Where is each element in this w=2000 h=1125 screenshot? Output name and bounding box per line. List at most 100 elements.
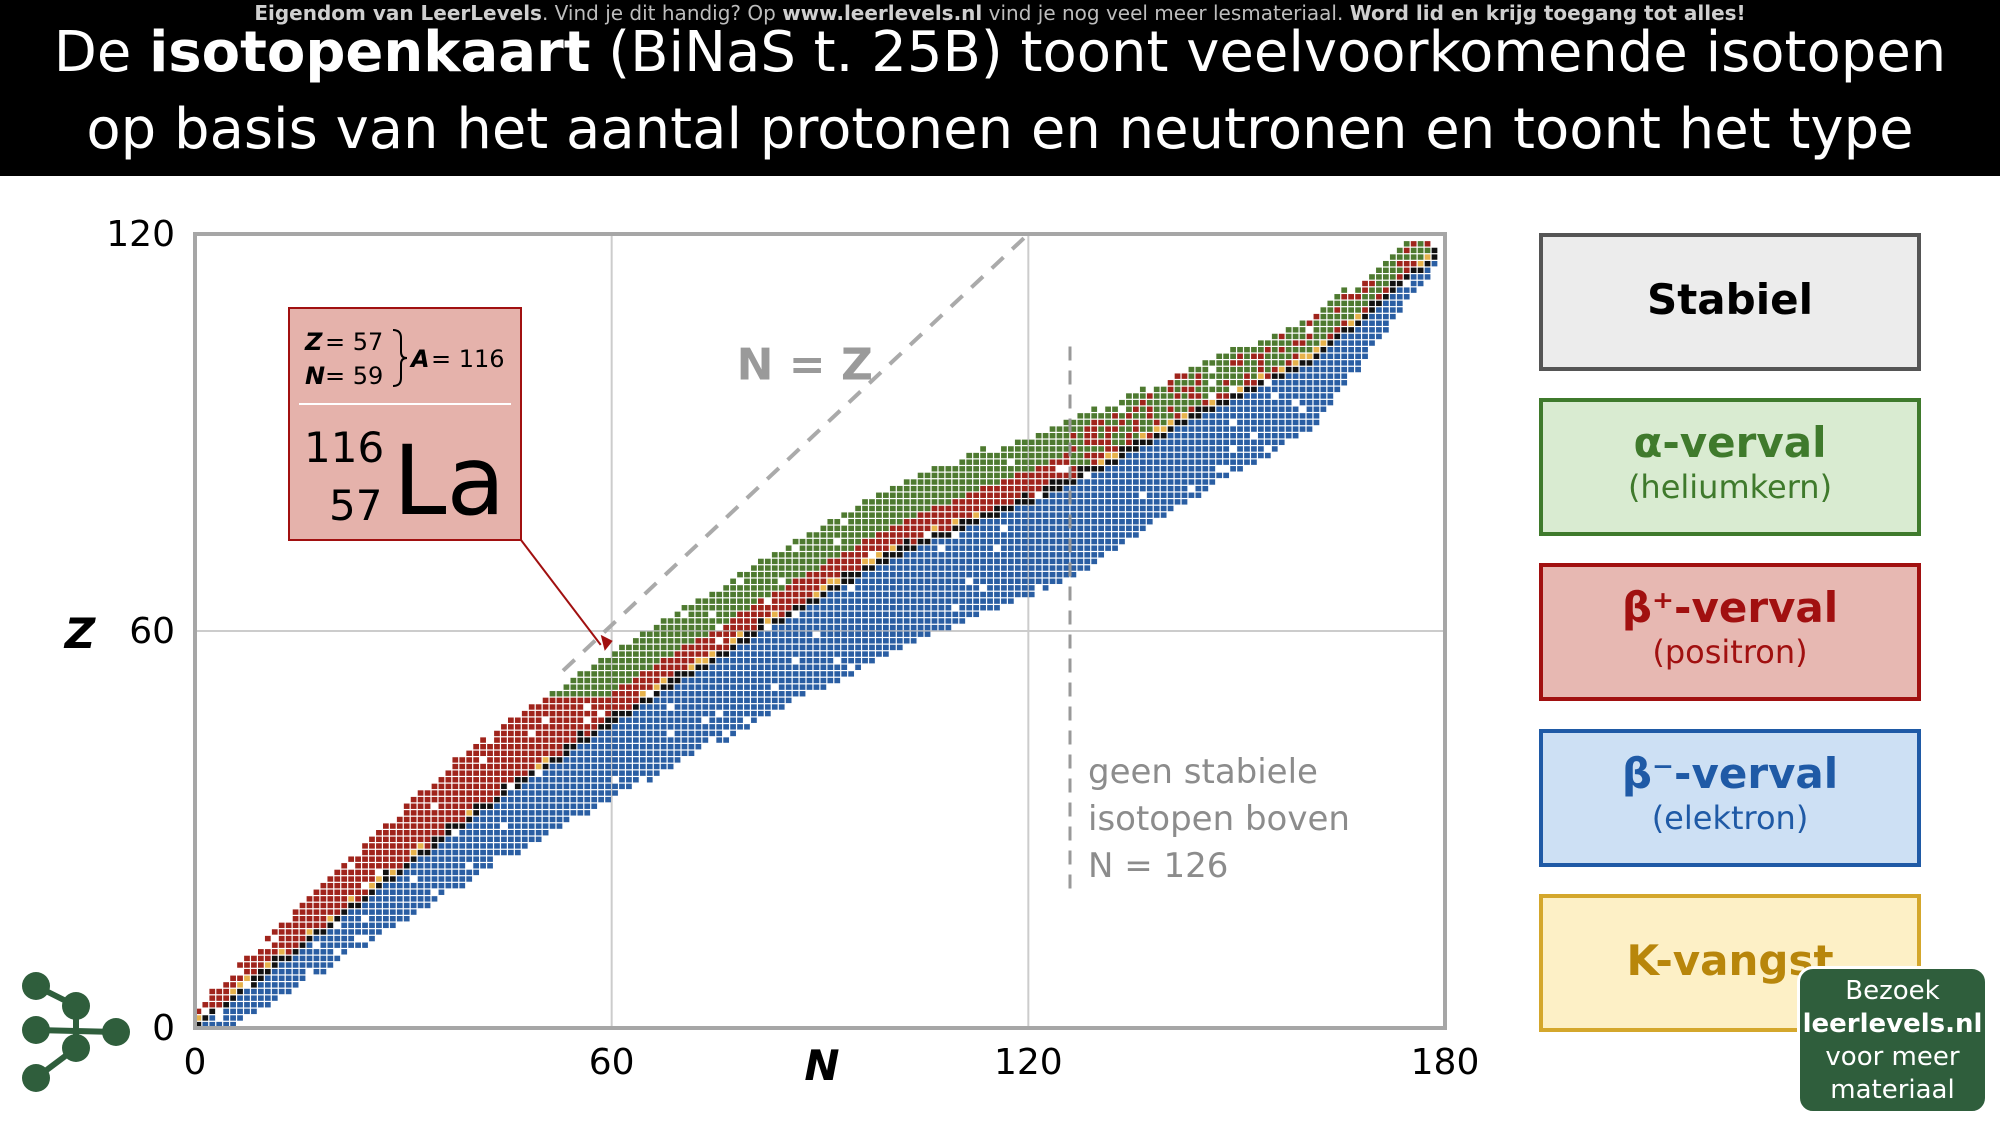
isotope-cell [876, 605, 882, 611]
isotope-cell [556, 750, 563, 757]
isotope-cell [1001, 558, 1007, 565]
isotope-cell [820, 644, 827, 651]
isotope-cell [896, 558, 903, 565]
isotope-cell [445, 876, 452, 882]
isotope-cell [1001, 585, 1007, 591]
isotope-cell [751, 697, 757, 704]
isotope-cell [994, 532, 1000, 538]
isotope-cell [681, 605, 688, 611]
isotope-cell [1285, 413, 1292, 419]
isotope-cell [563, 710, 570, 717]
isotope-cell [869, 618, 875, 624]
isotope-cell [389, 909, 396, 915]
isotope-cell [889, 512, 896, 518]
isotope-cell [938, 611, 945, 618]
isotope-cell [216, 995, 223, 1001]
isotope-cell [966, 591, 973, 598]
isotope-cell [508, 830, 514, 836]
isotope-cell [410, 830, 417, 836]
isotope-cell [577, 730, 584, 737]
isotope-cell [480, 836, 486, 843]
isotope-cell [924, 519, 931, 525]
isotope-cell [1285, 433, 1292, 439]
isotope-cell [1202, 399, 1209, 406]
isotope-cell [1028, 585, 1035, 591]
isotope-cell [799, 677, 806, 684]
isotope-cell [1014, 499, 1021, 505]
isotope-cell [1084, 446, 1091, 452]
isotope-cell [1195, 466, 1202, 472]
isotope-cell [862, 618, 868, 624]
isotope-cell [383, 902, 389, 909]
isotope-cell [813, 605, 820, 611]
watermark-cta: Word lid en krijg toegang tot alles! [1349, 1, 1746, 25]
page-title: De isotopenkaart (BiNaS t. 25B) toont ve… [20, 14, 1980, 245]
isotope-cell [1049, 492, 1056, 498]
isotope-cell [639, 657, 646, 664]
isotope-cell [320, 909, 327, 915]
isotope-cell [1327, 386, 1334, 393]
isotope-cell [917, 485, 924, 492]
isotope-cell [987, 545, 993, 551]
isotope-cell [230, 982, 236, 988]
isotope-cell [1098, 519, 1105, 525]
isotope-cell [1271, 426, 1278, 432]
isotope-cell [994, 558, 1000, 565]
isotope-cell [723, 618, 730, 624]
legend-item: β⁻-verval (elektron) [1539, 729, 1921, 867]
isotope-cell [542, 757, 549, 763]
isotope-cell [646, 671, 653, 677]
isotope-cell [1306, 406, 1313, 412]
isotope-cell [244, 988, 250, 995]
isotope-cell [1021, 446, 1028, 452]
isotope-cell [591, 796, 598, 803]
isotope-cell [827, 618, 834, 624]
isotope-cell [563, 803, 570, 809]
isotope-cell [1028, 591, 1035, 598]
isotope-cell [1153, 399, 1160, 406]
isotope-cell [626, 710, 632, 717]
isotope-cell [660, 618, 667, 624]
isotope-cell [1285, 340, 1292, 346]
isotope-cell [799, 578, 806, 584]
isotope-cell [688, 657, 695, 664]
isotope-cell [903, 552, 910, 558]
isotope-cell [1292, 353, 1299, 360]
isotope-cell [1035, 439, 1042, 446]
isotope-cell [1223, 419, 1230, 426]
isotope-cell [271, 955, 278, 962]
isotope-cell [570, 704, 577, 710]
isotope-cell [376, 856, 382, 862]
isotope-cell [584, 677, 591, 684]
isotope-cell [598, 777, 605, 783]
isotope-cell [1008, 545, 1014, 551]
callout-pointer [520, 539, 602, 646]
isotope-cell [1327, 380, 1334, 386]
isotope-cell [973, 525, 980, 532]
isotope-cell [383, 836, 389, 843]
isotope-cell [1084, 439, 1091, 446]
isotope-cell [771, 657, 778, 664]
isotope-cell [973, 472, 980, 479]
isotope-cell [1313, 340, 1320, 346]
isotope-cell [716, 737, 723, 743]
isotope-cell [785, 611, 792, 618]
isotope-cell [1139, 399, 1146, 406]
isotope-cell [876, 505, 882, 512]
watermark-link[interactable]: www.leerlevels.nl [782, 1, 983, 25]
isotope-cell [973, 598, 980, 604]
isotope-cell [1042, 512, 1049, 518]
isotope-cell [216, 1021, 223, 1028]
isotope-cell [549, 803, 556, 809]
visit-leerlevels-button[interactable]: Bezoek leerlevels.nl voor meer materiaal [1797, 966, 1988, 1114]
isotope-cell [758, 571, 764, 578]
isotope-cell [1042, 505, 1049, 512]
isotope-cell [1258, 373, 1264, 379]
isotope-cell [702, 704, 709, 710]
isotope-cell [514, 803, 521, 809]
isotope-cell [619, 737, 625, 743]
isotope-cell [945, 578, 952, 584]
isotope-cell [653, 737, 660, 743]
isotope-cell [1334, 366, 1341, 373]
isotope-cell [702, 624, 709, 631]
